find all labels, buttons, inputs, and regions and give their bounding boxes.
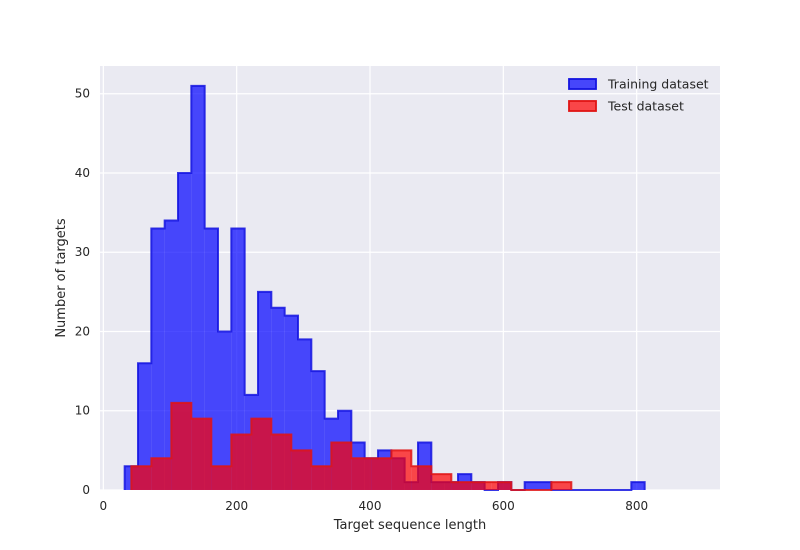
histogram-bar [524,482,538,490]
histogram-bar [151,228,165,490]
histogram-bar [431,474,452,490]
histogram-outline [130,401,573,491]
histogram-bar [491,482,512,490]
x-tick-label: 800 [625,499,648,513]
histogram-bar [171,402,192,490]
histogram-bar [311,371,325,490]
y-tick-label: 40 [75,166,90,180]
histogram-bars [123,84,646,491]
y-tick-label: 50 [75,87,90,101]
x-tick-label: 200 [225,499,248,513]
y-tick-label: 20 [75,324,90,338]
histogram-bar [331,442,352,490]
histogram-bar [311,466,332,490]
legend-label: Training dataset [607,77,709,92]
histogram-bar [138,363,152,490]
histogram-bar [251,418,272,490]
y-tick-label: 0 [82,483,90,497]
histogram-bar [211,466,232,490]
legend-swatch [568,78,597,90]
histogram-bar [218,331,232,490]
y-axis-ticks: 0 10 20 30 40 50 [75,87,90,497]
legend-label: Test dataset [607,99,684,114]
x-tick-label: 0 [100,499,108,513]
y-axis-label: Number of targets [54,218,69,338]
x-tick-label: 400 [359,499,382,513]
x-axis-label: Target sequence length [333,518,487,533]
histogram-bar [151,458,172,490]
histogram-bar [351,458,372,490]
histogram-bar [231,228,245,490]
x-tick-label: 600 [492,499,515,513]
legend: Training dataset Test dataset [568,77,709,114]
histogram-bar [371,458,392,490]
histogram-bar [271,434,292,490]
histogram-bar [411,466,432,490]
legend-swatch [568,100,597,112]
histogram-bar [631,482,645,490]
histogram-bar [391,450,412,490]
histogram-bar [551,482,572,490]
histogram-bar [471,482,492,490]
histogram-outline [123,84,646,491]
histogram-bar [131,466,152,490]
histogram-bar [451,482,472,490]
histogram-bar [231,434,252,490]
histogram-bar [291,450,312,490]
y-tick-label: 30 [75,245,90,259]
series-test [130,401,573,491]
y-tick-label: 10 [75,404,90,418]
histogram-bar [191,85,205,491]
histogram-bar [538,482,552,490]
x-axis-ticks: 0 200 400 600 800 [100,499,649,513]
histogram-bar [191,418,212,490]
